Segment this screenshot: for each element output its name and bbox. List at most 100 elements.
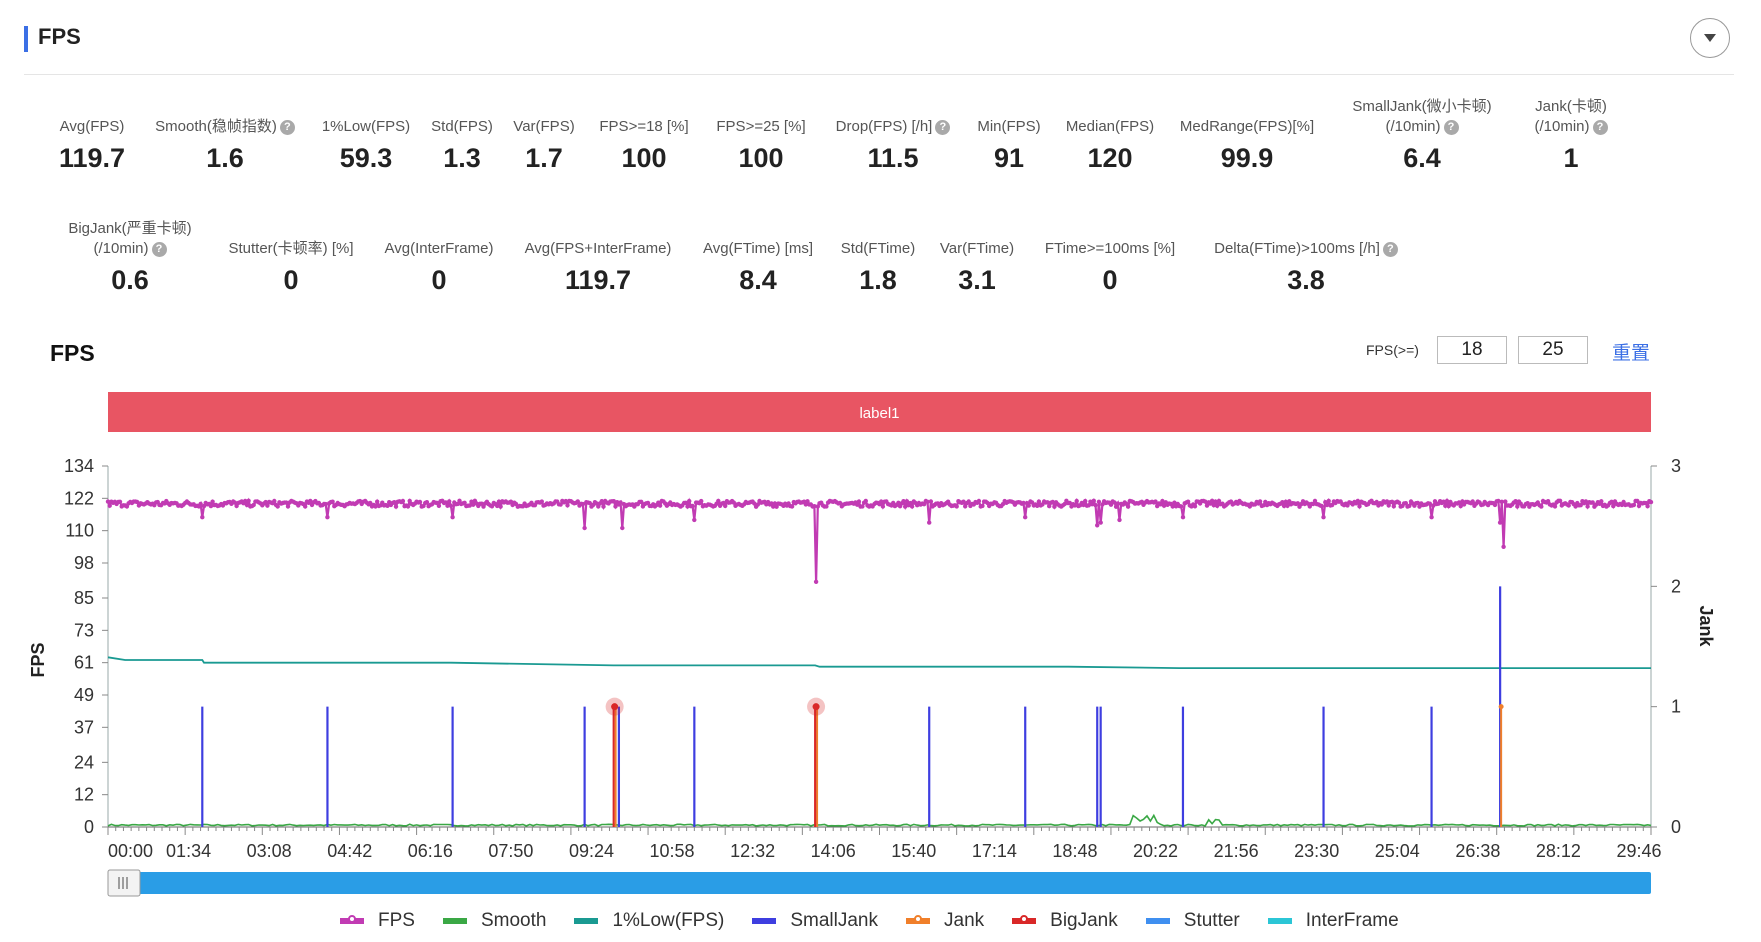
fps-point [685, 504, 690, 509]
y-tick-label: 24 [74, 752, 94, 772]
help-icon[interactable]: ? [1443, 120, 1459, 135]
metric-value: 59.3 [339, 143, 393, 173]
fps-point [908, 500, 913, 506]
fps-point [1072, 503, 1078, 508]
metric-label-text: FPS>=25 [%] [716, 118, 806, 135]
metric-value: 100 [738, 143, 784, 173]
metric-metrics_row2-2: Avg(InterFrame) 0 [319, 239, 559, 296]
fps-point [498, 504, 503, 509]
fps-point [1585, 504, 1590, 509]
x-tick-label: 04:42 [327, 841, 372, 861]
fps-point [687, 498, 692, 504]
fps-point [1415, 500, 1421, 506]
fps-point [789, 504, 795, 509]
threshold-input-2[interactable] [1518, 336, 1588, 364]
legend-marker [914, 915, 923, 923]
legend-item-smalljank[interactable]: SmallJank [752, 906, 878, 936]
fps-point [772, 501, 778, 506]
fps-point [1117, 517, 1122, 523]
fps-point [1578, 503, 1583, 508]
fps-point [308, 498, 313, 504]
metric-metrics_row2-5: Std(FTime) 1.8 [758, 239, 998, 296]
help-icon[interactable]: ? [279, 120, 295, 135]
fps-point [496, 499, 502, 504]
metric-label-text: Median(FPS) [1065, 118, 1155, 135]
fps-point [752, 501, 757, 506]
fps-point [928, 499, 934, 504]
metric-label-text: Std(FPS) [431, 118, 493, 135]
fps-point [813, 579, 819, 584]
help-icon[interactable]: ? [1592, 120, 1608, 135]
y2-tick-label: 3 [1671, 456, 1681, 476]
metric-value: 0.6 [111, 265, 149, 295]
fps-point [325, 515, 330, 520]
panel-title: FPS [38, 24, 81, 49]
fps-point [1648, 499, 1654, 505]
fps-point [1539, 504, 1544, 509]
reset-link[interactable]: 重置 [1612, 343, 1651, 364]
chart-legend: FPS Smooth 1%Low(FPS) SmallJank Jank BigJank S… [340, 906, 1427, 936]
zoom-slider-handle[interactable] [107, 869, 141, 897]
metric-label: Stutter(卡顿率) [%] [171, 239, 411, 259]
metric-label-text: Drop(FPS) [/h] [835, 118, 933, 135]
fps-point [200, 515, 205, 520]
fps-point [467, 503, 472, 508]
fps-point [1081, 502, 1086, 508]
fps-point [1095, 523, 1100, 528]
legend-item-stutter[interactable]: Stutter [1145, 906, 1240, 936]
help-icon[interactable]: ? [151, 242, 167, 257]
legend-item-bigjank[interactable]: BigJank [1012, 906, 1118, 936]
metric-label: Smooth(稳帧指数)? [105, 117, 345, 137]
fps-point [1115, 501, 1121, 506]
fps-point [812, 504, 817, 509]
legend-item-low1[interactable]: 1%Low(FPS) [574, 906, 724, 936]
fps-point [599, 499, 604, 504]
metric-label-unit: (/10min)? [1302, 117, 1542, 137]
x-tick-label: 25:04 [1375, 841, 1420, 861]
collapse-button[interactable] [1690, 18, 1730, 58]
metric-value: 120 [1087, 143, 1133, 173]
metric-unit-text: (/10min) [1385, 118, 1441, 135]
fps-point [611, 499, 616, 504]
fps-point [1096, 499, 1102, 504]
help-icon[interactable]: ? [935, 120, 951, 135]
metric-label-text: Std(FTime) [840, 240, 916, 257]
metric-label: MedRange(FPS)[%] [1127, 117, 1367, 137]
fps-point [368, 500, 373, 506]
fps-point [1153, 499, 1158, 504]
legend-item-interframe[interactable]: InterFrame [1267, 906, 1399, 936]
legend-item-smooth[interactable]: Smooth [442, 906, 546, 936]
legend-swatch [1267, 918, 1292, 924]
fps-point [1470, 499, 1475, 504]
legend-item-jank[interactable]: Jank [906, 906, 984, 936]
fps-point [1431, 503, 1436, 508]
threshold-input-1[interactable] [1437, 336, 1507, 364]
legend-item-fps[interactable]: FPS [340, 906, 415, 936]
fps-point [723, 503, 728, 509]
metric-value: 6.4 [1403, 143, 1441, 173]
fps-point [1161, 503, 1167, 508]
help-icon[interactable]: ? [1382, 242, 1398, 257]
panel-header: FPS [24, 18, 1734, 75]
fps-line [106, 497, 1652, 582]
fps-point [1093, 502, 1098, 508]
label-band-text: label1 [859, 405, 899, 422]
metric-label-text: Delta(FTime)>100ms [/h] [1214, 240, 1380, 257]
x-tick-label: 26:38 [1455, 841, 1500, 861]
fps-point [1496, 498, 1501, 504]
metric-label: Min(FPS) [889, 117, 1129, 137]
legend-swatch [906, 915, 931, 924]
fps-point [1611, 503, 1616, 509]
fps-point [580, 501, 586, 507]
fps-point [1396, 500, 1402, 505]
metric-value: 11.5 [867, 143, 919, 173]
low1-line [107, 656, 1651, 669]
fps-point [107, 503, 112, 508]
fps-point [330, 499, 335, 504]
fps-point [1086, 503, 1091, 508]
metric-metrics_row1-5: FPS>=18 [%] 100 [524, 117, 764, 174]
fps-point [208, 503, 214, 509]
fps-point [393, 504, 399, 509]
fps-point [495, 503, 500, 509]
